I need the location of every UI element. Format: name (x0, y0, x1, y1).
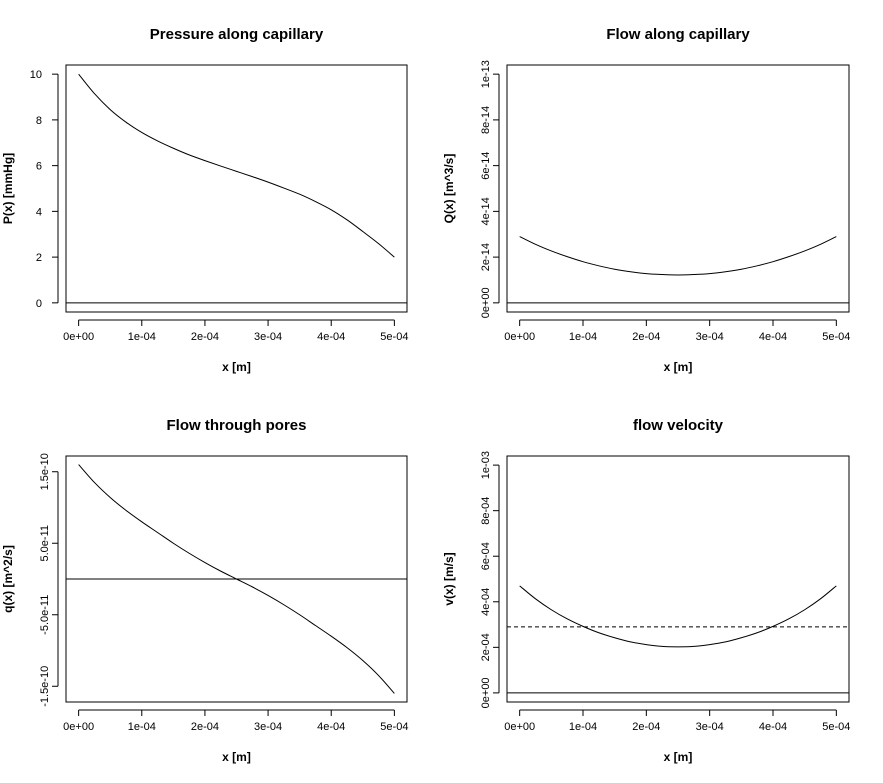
x-tick-label: 4e-04 (759, 721, 787, 733)
y-tick-label: 4e-14 (480, 197, 492, 225)
series-line (78, 464, 395, 694)
plot-frame (506, 455, 850, 703)
x-axis-label: x [m] (222, 750, 251, 764)
y-tick-label: 0 (36, 298, 42, 310)
x-tick-label: 1e-04 (128, 331, 156, 343)
chart-pressure-along-capillary: Pressure along capillary 0e+00 1e-04 2e-04 3… (1, 26, 408, 374)
chart-title: Pressure along capillary (150, 26, 324, 43)
x-tick-label: 1e-04 (569, 331, 597, 343)
y-tick-label: -5.0e-11 (39, 595, 51, 635)
chart-title: Flow through pores (167, 417, 307, 434)
y-tick-label: 2e-04 (480, 633, 492, 661)
x-tick-label: 3e-04 (696, 331, 724, 343)
x-axis-label: x [m] (664, 750, 693, 764)
y-tick-label: 0e+00 (480, 677, 492, 708)
series-line (78, 73, 395, 258)
x-tick-label: 5e-04 (380, 331, 408, 343)
y-axis-label: v(x) [m/s] (442, 552, 456, 605)
y-axis-label: Q(x) [m^3/s] (442, 154, 456, 224)
x-tick-label: 5e-04 (822, 721, 850, 733)
y-tick-label: 4e-04 (480, 588, 492, 616)
x-tick-label: 0e+00 (63, 331, 94, 343)
y-tick-label: 1e-03 (480, 451, 492, 479)
y-tick-label: 1.5e-10 (39, 453, 51, 490)
y-tick-label: 6e-04 (480, 542, 492, 570)
x-tick-label: 0e+00 (504, 721, 535, 733)
x-axis-label: x [m] (664, 360, 693, 374)
plot-frame (506, 64, 850, 313)
x-tick-label: 2e-04 (191, 331, 219, 343)
chart-flow-velocity: flow velocity 0e+00 1e-04 2e-04 3e-04 4e-04 5e… (442, 417, 850, 764)
series-line (519, 236, 837, 276)
x-tick-label: 2e-04 (191, 721, 219, 733)
chart-title: flow velocity (633, 417, 724, 434)
x-tick-label: 4e-04 (317, 721, 345, 733)
x-tick-label: 5e-04 (380, 721, 408, 733)
x-tick-label: 0e+00 (63, 721, 94, 733)
y-tick-label: 8 (36, 115, 42, 127)
y-axis-label: q(x) [m^2/s] (1, 545, 15, 613)
chart-flow-along-capillary: Flow along capillary 0e+00 1e-04 2e-04 3e-04… (442, 26, 850, 374)
y-tick-label: 1e-13 (480, 60, 492, 88)
x-tick-label: 2e-04 (632, 721, 660, 733)
y-tick-label: 6e-14 (480, 152, 492, 180)
x-tick-label: 1e-04 (128, 721, 156, 733)
x-tick-label: 4e-04 (317, 331, 345, 343)
x-tick-label: 3e-04 (254, 331, 282, 343)
y-tick-label: 8e-14 (480, 106, 492, 134)
y-tick-label: 6 (36, 161, 42, 173)
x-axis-label: x [m] (222, 360, 251, 374)
y-tick-label: 2 (36, 252, 42, 264)
x-tick-label: 0e+00 (504, 331, 535, 343)
x-tick-label: 5e-04 (822, 331, 850, 343)
y-tick-label: 0e+00 (480, 287, 492, 318)
series-line (519, 585, 837, 648)
y-tick-label: 2e-14 (480, 243, 492, 271)
x-tick-label: 3e-04 (254, 721, 282, 733)
x-tick-label: 3e-04 (696, 721, 724, 733)
x-tick-label: 1e-04 (569, 721, 597, 733)
chart-flow-through-pores: Flow through pores 0e+00 1e-04 2e-04 3e-04 4e… (1, 417, 408, 764)
chart-title: Flow along capillary (606, 26, 750, 43)
y-tick-label: 8e-04 (480, 497, 492, 525)
x-tick-label: 2e-04 (632, 331, 660, 343)
plot-frame (65, 64, 408, 313)
y-axis-label: P(x) [mmHg] (1, 153, 15, 224)
y-tick-label: 5.0e-11 (39, 525, 51, 562)
y-tick-label: 4 (36, 206, 42, 218)
y-tick-label: 10 (30, 69, 42, 81)
y-tick-label: -1.5e-10 (39, 666, 51, 707)
x-tick-label: 4e-04 (759, 331, 787, 343)
